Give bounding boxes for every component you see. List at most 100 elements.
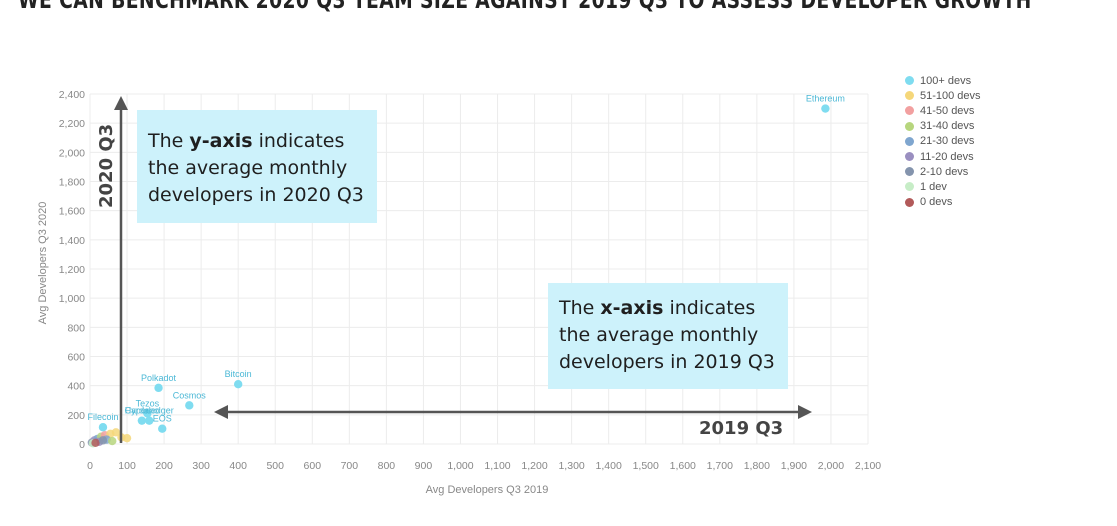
x-tick-label: 1,100: [484, 460, 510, 472]
x-tick-label: 200: [155, 460, 173, 472]
x-axis-annotation-arrow: [214, 405, 812, 419]
x-axis-title: Avg Developers Q3 2019: [426, 484, 549, 496]
x-tick-label: 1,600: [670, 460, 696, 472]
x-tick-label: 1,800: [744, 460, 770, 472]
data-point: [233, 380, 243, 389]
legend-item: 0 devs: [905, 195, 981, 210]
legend-label: 51-100 devs: [920, 89, 981, 102]
data-point: [137, 416, 147, 425]
x-tick-label: 1,300: [558, 460, 584, 472]
y-tick-label: 1,000: [59, 293, 85, 305]
point-label: Polkadot: [141, 373, 177, 383]
data-point: [122, 433, 132, 443]
point-label: Filecoin: [87, 412, 118, 422]
x-tick-label: 1,200: [521, 460, 547, 472]
legend-swatch: [905, 182, 914, 192]
x-tick-label: 1,500: [633, 460, 659, 472]
legend-item: 41-50 devs: [905, 103, 981, 118]
x-tick-label: 300: [192, 460, 210, 472]
y-tick-label: 800: [67, 322, 85, 334]
legend-label: 0 devs: [920, 196, 953, 209]
y-tick-label: 200: [67, 410, 85, 422]
x-tick-label: 800: [378, 460, 396, 472]
legend-item: 31-40 devs: [905, 119, 981, 134]
data-point: [158, 424, 167, 433]
legend-label: 21-30 devs: [920, 135, 975, 148]
legend-swatch: [905, 152, 914, 162]
y-tick-label: 1,400: [59, 235, 85, 247]
data-point: [154, 383, 163, 393]
y-tick-label: 2,200: [59, 118, 85, 130]
x-tick-label: 1,000: [447, 460, 473, 472]
y-tick-label: 1,800: [59, 177, 85, 189]
legend-item: 100+ devs: [905, 73, 981, 88]
x-tick-label: 400: [229, 460, 247, 472]
point-label: Cardano: [125, 406, 160, 416]
legend-swatch: [905, 121, 914, 131]
y-axis-annotation-arrow: [114, 96, 128, 443]
legend-label: 2-10 devs: [920, 165, 969, 178]
y-annotation-label: 2020 Q3: [96, 123, 117, 208]
point-label: Ethereum: [806, 94, 845, 104]
legend-swatch: [905, 167, 914, 177]
x-tick-label: 0: [87, 460, 93, 472]
legend-item: 1 dev: [905, 179, 981, 194]
legend-item: 51-100 devs: [905, 88, 981, 103]
data-point: [821, 104, 830, 113]
data-point: [145, 416, 154, 425]
point-label: Cosmos: [173, 390, 207, 400]
legend-item: 21-30 devs: [905, 134, 981, 149]
x-axis-callout: The x-axis indicates the average monthly…: [548, 283, 788, 389]
point-label: Bitcoin: [225, 369, 252, 379]
y-tick-labels: 0 200 400 600 800 1,000 1,200 1,400 1,600 1,800 2,…: [59, 89, 85, 451]
y-tick-label: 400: [67, 381, 85, 393]
data-points: [87, 104, 830, 448]
legend-label: 1 dev: [920, 180, 947, 193]
x-tick-label: 1,900: [781, 460, 807, 472]
legend-label: 41-50 devs: [920, 104, 975, 117]
legend-item: 11-20 devs: [905, 149, 981, 164]
y-tick-label: 1,200: [59, 264, 85, 276]
legend-label: 100+ devs: [920, 74, 972, 87]
data-point: [98, 423, 108, 432]
page-heading: WE CAN BENCHMARK 2020 Q3 TEAM SIZE AGAIN…: [18, 0, 1032, 14]
y-axis-title: Avg Developers Q3 2020: [37, 202, 49, 325]
legend-label: 11-20 devs: [920, 150, 974, 163]
data-point: [98, 436, 108, 445]
x-tick-label: 900: [415, 460, 433, 472]
data-point: [108, 436, 117, 446]
point-labels: Ethereum Bitcoin Polkadot Cosmos TezosCardan…: [87, 94, 844, 424]
legend-item: 2-10 devs: [905, 164, 981, 179]
legend-swatch: [905, 91, 914, 101]
data-point: [185, 401, 194, 410]
data-point: [143, 409, 152, 418]
x-tick-label: 600: [304, 460, 322, 472]
x-tick-label: 500: [266, 460, 284, 472]
y-tick-label: 0: [79, 439, 85, 451]
x-tick-label: 1,400: [596, 460, 622, 472]
legend-swatch: [905, 136, 914, 146]
data-point: [111, 428, 121, 437]
legend-label: 31-40 devs: [920, 120, 975, 133]
y-tick-label: 2,000: [59, 147, 85, 159]
legend-swatch: [905, 76, 914, 86]
grid-layer: [89, 93, 869, 445]
y-axis-callout: The y-axis indicates the average monthly…: [137, 110, 377, 223]
x-annotation-label: 2019 Q3: [699, 418, 784, 439]
y-tick-label: 2,400: [59, 89, 85, 101]
x-tick-label: 700: [341, 460, 359, 472]
x-tick-labels: 0 100 200 300 400 500 600 700 800 900 1,000 1,100 1,…: [87, 460, 881, 472]
legend-swatch: [905, 197, 914, 207]
point-label: Hyperledger: [125, 406, 174, 416]
point-label: EOS: [153, 414, 172, 424]
chart-legend: 100+ devs 51-100 devs 41-50 devs 31-40 devs…: [905, 73, 981, 210]
x-tick-label: 2,000: [818, 460, 844, 472]
legend-swatch: [905, 106, 914, 116]
y-tick-label: 1,600: [59, 206, 85, 218]
x-tick-label: 2,100: [855, 460, 881, 472]
x-tick-label: 100: [118, 460, 136, 472]
data-point: [91, 438, 100, 448]
point-label: Tezos: [136, 398, 160, 408]
x-tick-label: 1,700: [707, 460, 733, 472]
